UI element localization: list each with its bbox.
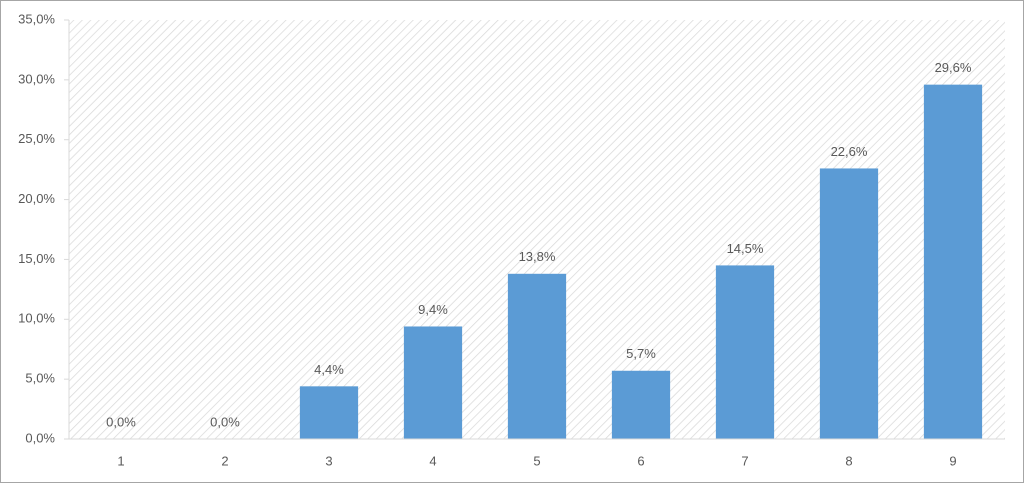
x-tick-label: 7 (741, 453, 748, 468)
bar (715, 265, 775, 439)
x-tick-label: 1 (117, 453, 124, 468)
bar (507, 273, 567, 439)
data-label: 0,0% (210, 414, 240, 429)
data-label: 14,5% (727, 241, 764, 256)
y-tick-label: 25,0% (18, 131, 55, 146)
y-tick-label: 35,0% (18, 11, 55, 26)
x-tick-label: 4 (429, 453, 436, 468)
data-label: 13,8% (519, 249, 556, 264)
y-tick-label: 5,0% (25, 371, 55, 386)
y-tick-label: 15,0% (18, 251, 55, 266)
y-tick-label: 30,0% (18, 71, 55, 86)
bar (403, 326, 463, 439)
data-label: 0,0% (106, 414, 136, 429)
data-label: 22,6% (831, 144, 868, 159)
x-tick-label: 8 (845, 453, 852, 468)
data-label: 4,4% (314, 362, 344, 377)
y-tick-label: 10,0% (18, 311, 55, 326)
y-tick-label: 0,0% (25, 430, 55, 445)
bar (611, 370, 671, 439)
y-tick-label: 20,0% (18, 191, 55, 206)
data-label: 9,4% (418, 302, 448, 317)
data-label: 5,7% (626, 346, 656, 361)
x-tick-label: 9 (949, 453, 956, 468)
x-tick-label: 5 (533, 453, 540, 468)
x-tick-label: 3 (325, 453, 332, 468)
bar (299, 386, 359, 439)
bar (819, 168, 879, 439)
x-tick-label: 2 (221, 453, 228, 468)
bar (923, 84, 983, 439)
x-tick-label: 6 (637, 453, 644, 468)
data-label: 29,6% (935, 60, 972, 75)
